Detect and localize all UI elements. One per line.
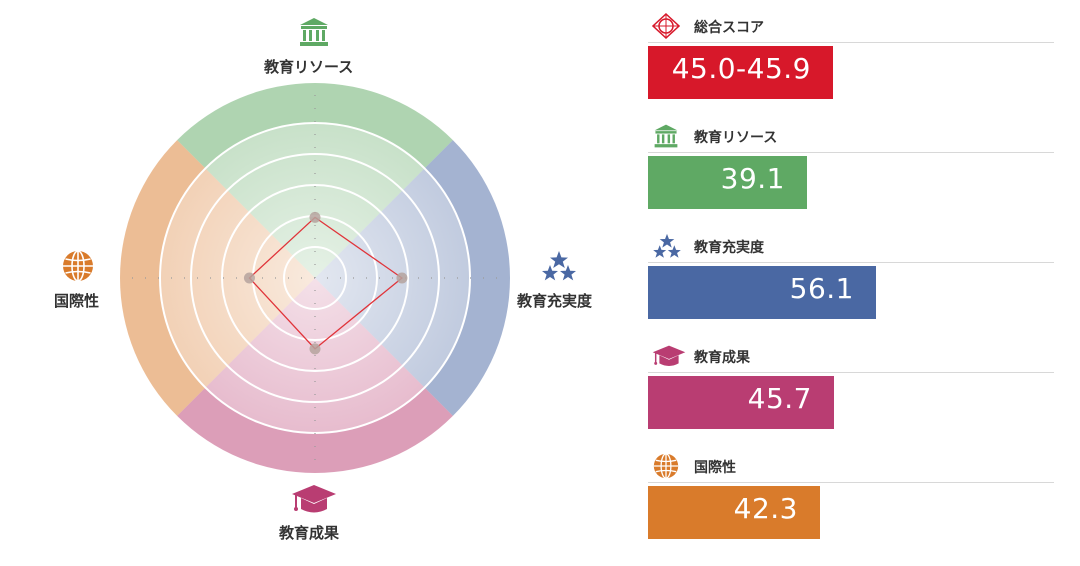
metric-bar: 45.7 [648,376,834,429]
grid-ring [283,246,347,310]
metric-value: 45.0-45.9 [671,52,811,85]
score-point-international [243,272,255,284]
metric-satisfaction: 教育充実度 56.1 [648,220,1054,330]
axis-label-resources: 教育リソース [264,58,354,76]
axis-label-outcomes: 教育成果 [279,524,340,542]
score-point-satisfaction [396,272,408,284]
metric-value: 56.1 [789,272,854,305]
metric-header: 教育成果 [648,338,1054,373]
axis-label-satisfaction: 教育充実度 [517,292,593,310]
metric-international: 国際性 42.3 [648,440,1054,550]
graduation-cap-icon [652,343,686,369]
metric-header: 教育充実度 [648,228,1054,263]
metric-value: 42.3 [733,492,798,525]
metric-value: 45.7 [747,382,812,415]
metric-label: 教育充実度 [694,240,764,256]
metric-header: 国際性 [648,448,1054,483]
bank-icon [298,16,330,48]
metric-label: 総合スコア [694,20,764,36]
metric-header: 総合スコア [648,8,1054,43]
grid-ring [221,184,409,372]
metric-label: 教育成果 [694,350,750,366]
metric-header: 教育リソース [648,118,1054,153]
radar-svg [119,82,511,474]
score-point-outcomes [309,343,321,355]
graduation-cap-icon [291,482,337,516]
metric-label: 教育リソース [694,130,778,146]
metric-bar: 42.3 [648,486,820,539]
target-icon [651,12,681,40]
globe-icon [652,453,680,479]
bank-icon [652,123,680,149]
metric-total: 総合スコア 45.0-45.9 [648,0,1054,110]
metric-value: 39.1 [720,162,785,195]
grid-ring [190,153,440,403]
stars-icon [652,233,681,259]
score-point-resources [309,211,321,223]
axis-label-international: 国際性 [54,292,100,310]
metric-label: 国際性 [694,460,736,476]
globe-icon [62,250,94,282]
metric-resources: 教育リソース 39.1 [648,110,1054,220]
metric-bar: 56.1 [648,266,876,319]
score-panel: 総合スコア 45.0-45.9 教育リソース 39.1 [648,0,1054,566]
metric-outcomes: 教育成果 45.7 [648,330,1054,440]
metric-bar: 45.0-45.9 [648,46,833,99]
stars-icon [542,250,576,282]
radar-chart: 教育リソース 教育充実度 教育成果 国際性 [54,16,593,542]
metric-bar: 39.1 [648,156,807,209]
